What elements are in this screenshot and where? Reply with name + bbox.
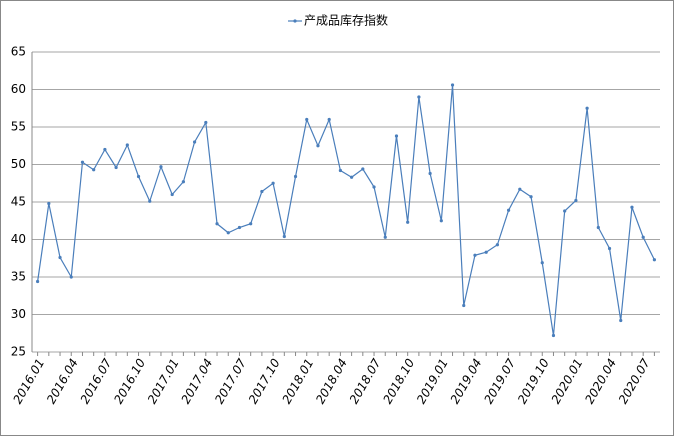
point	[92, 168, 96, 172]
point	[484, 250, 488, 254]
point	[473, 253, 477, 257]
point	[574, 198, 578, 203]
y-tick-label: 55	[11, 120, 26, 134]
point	[450, 83, 455, 87]
point	[316, 144, 320, 148]
point	[529, 195, 533, 199]
point	[282, 234, 286, 239]
point	[215, 222, 219, 226]
point	[338, 168, 342, 173]
point	[226, 231, 230, 235]
point	[271, 181, 275, 185]
point	[170, 192, 174, 197]
legend-marker	[293, 19, 297, 23]
legend-label: 产成品库存指数	[304, 13, 388, 28]
point	[327, 117, 331, 122]
point	[69, 275, 73, 279]
point	[260, 189, 264, 194]
point	[350, 175, 354, 179]
point	[596, 225, 600, 230]
point	[406, 220, 410, 224]
point	[181, 180, 185, 184]
point	[630, 205, 634, 209]
y-tick-label: 65	[11, 45, 26, 59]
point	[439, 219, 443, 223]
point	[103, 147, 107, 152]
point	[114, 165, 118, 170]
point	[495, 243, 499, 247]
point	[204, 120, 208, 125]
point	[394, 134, 399, 138]
point	[159, 165, 163, 169]
y-tick-label: 35	[11, 270, 26, 284]
point	[540, 261, 544, 265]
point	[249, 222, 253, 226]
y-tick-label: 40	[11, 232, 26, 246]
y-tick-label: 25	[11, 345, 26, 359]
point	[47, 201, 51, 206]
point	[428, 171, 432, 176]
point	[551, 333, 556, 338]
point	[641, 235, 645, 239]
point	[619, 318, 623, 323]
y-tick-label: 45	[11, 195, 26, 209]
point	[372, 185, 376, 189]
point	[136, 174, 141, 179]
point	[36, 279, 40, 284]
point	[417, 95, 421, 99]
point	[518, 187, 522, 191]
point	[237, 225, 242, 230]
point	[293, 174, 298, 179]
y-tick-label: 30	[11, 307, 26, 321]
y-tick-label: 50	[11, 157, 26, 171]
series-line	[37, 84, 655, 336]
point	[585, 106, 589, 110]
point	[125, 143, 129, 147]
y-tick-label: 60	[11, 82, 26, 96]
point	[563, 209, 567, 213]
point	[507, 208, 511, 212]
point	[652, 258, 656, 262]
point	[148, 199, 152, 203]
point	[80, 160, 85, 164]
point	[193, 140, 197, 144]
point	[607, 246, 612, 251]
point	[58, 255, 62, 260]
point	[383, 235, 387, 239]
point	[462, 303, 466, 308]
point	[361, 167, 365, 171]
point	[305, 117, 309, 122]
